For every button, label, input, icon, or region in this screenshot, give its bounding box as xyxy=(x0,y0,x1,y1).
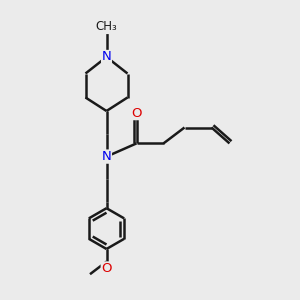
Text: O: O xyxy=(131,106,142,120)
Text: CH₃: CH₃ xyxy=(96,20,117,34)
Text: N: N xyxy=(102,150,111,163)
Text: N: N xyxy=(102,50,111,64)
Text: O: O xyxy=(101,262,112,275)
